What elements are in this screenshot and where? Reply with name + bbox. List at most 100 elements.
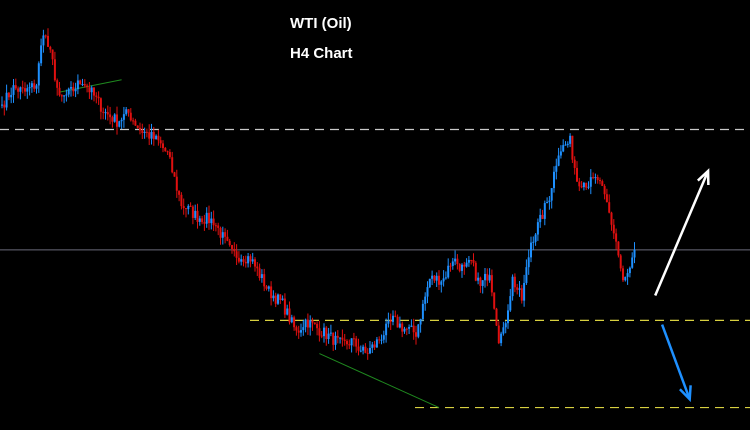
candle-body (617, 241, 620, 256)
candle-body (162, 143, 164, 148)
candle-body (601, 181, 604, 186)
candle-body (316, 323, 319, 329)
candle-body (467, 259, 470, 263)
candle-body (249, 256, 252, 262)
candle-body (265, 286, 268, 289)
candle-body (442, 278, 445, 282)
candle-body (208, 212, 210, 224)
candle-body (3, 104, 6, 108)
candle-body (109, 114, 112, 118)
candle-body (599, 180, 601, 182)
candle-body (155, 135, 158, 140)
candle-body (270, 286, 273, 299)
candle-body (226, 236, 229, 241)
candle-body (240, 259, 243, 262)
candle-body (281, 298, 284, 301)
candle-body (166, 151, 169, 153)
candle-body (49, 46, 52, 50)
candle-body (277, 294, 279, 304)
candle-body (53, 59, 56, 81)
candle-body (242, 259, 245, 262)
candle-body (12, 85, 15, 95)
candle-body (456, 258, 459, 265)
candle-body (258, 268, 261, 279)
candle-body (341, 337, 344, 340)
candle-body (495, 308, 498, 326)
candle-body (594, 177, 597, 179)
candle-body (587, 186, 590, 188)
candle-body (290, 317, 293, 323)
candle-body (327, 333, 330, 340)
candle-body (332, 332, 335, 345)
candle-body (336, 335, 339, 338)
candle-body (548, 200, 551, 203)
candles-layer (1, 28, 636, 360)
candle-body (520, 288, 523, 301)
candle-body (297, 330, 300, 333)
candle-body (619, 255, 622, 269)
candle-body (99, 98, 102, 112)
candle-body (201, 218, 204, 223)
candle-body (247, 256, 250, 264)
candle-body (454, 258, 457, 262)
candle-body (102, 111, 105, 113)
candle-body (145, 131, 148, 133)
candle-body (251, 259, 254, 262)
candle-body (44, 35, 47, 37)
candle-body (532, 241, 535, 243)
candle-body (235, 251, 238, 258)
candle-body (42, 35, 45, 46)
candle-body (293, 317, 296, 328)
candle-body (37, 63, 40, 86)
bullish-arrow-head (696, 168, 710, 186)
candle-body (371, 344, 374, 348)
candle-body (325, 327, 328, 340)
candle-body (380, 339, 383, 341)
candle-body (589, 177, 592, 187)
candle-body (320, 335, 323, 337)
candle-body (410, 325, 413, 327)
candle-body (306, 319, 309, 328)
candle-body (143, 131, 146, 133)
candle-body (355, 338, 358, 347)
candle-body (507, 310, 509, 324)
candle-body (304, 319, 307, 328)
candle-body (415, 332, 417, 337)
candle-body (219, 227, 222, 238)
candle-body (175, 176, 178, 191)
candle-body (35, 85, 38, 89)
candle-body (228, 240, 231, 246)
candle-body (352, 338, 355, 340)
candle-body (198, 218, 201, 222)
candle-body (67, 88, 70, 95)
candle-body (339, 337, 342, 339)
candle-body (511, 276, 514, 297)
candle-body (382, 335, 385, 340)
candle-body (626, 273, 629, 277)
candle-body (444, 277, 447, 279)
candle-body (83, 84, 86, 86)
candle-body (421, 303, 424, 320)
candle-body (1, 104, 3, 106)
candle-body (272, 295, 275, 299)
candle-body (24, 88, 26, 92)
candle-body (141, 130, 144, 133)
candle-body (534, 234, 537, 242)
candle-body (72, 87, 75, 92)
candle-body (369, 347, 371, 354)
candle-body (566, 143, 569, 145)
candle-body (116, 114, 118, 127)
candle-body (189, 205, 192, 207)
candle-body (203, 222, 206, 224)
candle-body (33, 83, 36, 89)
candle-body (205, 212, 208, 224)
candle-body (536, 222, 539, 235)
candle-body (180, 194, 183, 207)
candle-body (458, 264, 461, 271)
candle-body (348, 344, 351, 346)
candle-body (90, 87, 93, 93)
candle-body (408, 326, 411, 329)
candle-body (65, 94, 68, 96)
